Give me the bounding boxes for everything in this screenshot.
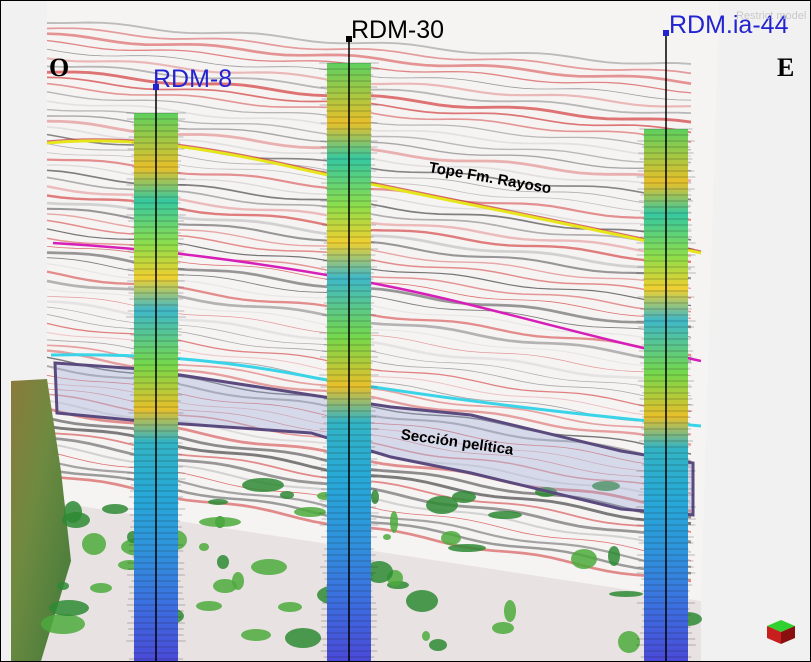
- vegetation-patch: [371, 490, 379, 504]
- east-direction-label: E: [777, 53, 795, 82]
- wellhead-marker: [346, 36, 352, 42]
- well-label-rdm-ia-44[interactable]: RDM.ia-44: [669, 11, 789, 39]
- vegetation-patch: [280, 491, 294, 499]
- vegetation-patch: [90, 583, 112, 593]
- well-label-rdm-8[interactable]: RDM-8: [153, 65, 233, 93]
- vegetation-patch: [82, 533, 106, 555]
- vegetation-patch: [49, 600, 89, 616]
- vegetation-patch: [62, 512, 90, 528]
- vegetation-patch: [426, 496, 458, 514]
- vegetation-patch: [217, 555, 229, 569]
- vegetation-patch: [199, 543, 209, 551]
- vegetation-patch: [278, 602, 302, 612]
- seismic-reflector: [46, 27, 692, 75]
- vegetation-patch: [57, 582, 69, 590]
- vegetation-patch: [242, 478, 284, 492]
- vegetation-patch: [390, 511, 398, 533]
- vegetation-patch: [592, 481, 620, 491]
- vegetation-patch: [488, 511, 522, 519]
- vegetation-patch: [102, 504, 128, 514]
- vegetation-patch: [618, 631, 640, 653]
- horizon-rayoso: [46, 139, 702, 255]
- vegetation-patch: [383, 534, 391, 540]
- vegetation-patch: [41, 614, 85, 634]
- vegetation-patch: [406, 590, 438, 612]
- well-track-rdm-8: [126, 84, 186, 661]
- vegetation-patch: [452, 491, 476, 503]
- terrain-left-block: [11, 379, 71, 661]
- orientation-cube-icon[interactable]: [763, 618, 799, 646]
- wellhead-marker: [153, 84, 159, 90]
- vegetation-patch: [422, 631, 430, 641]
- vegetation-patch: [609, 591, 643, 597]
- vegetation-patch: [608, 546, 620, 566]
- vegetation-patch: [504, 600, 516, 622]
- vegetation-patch: [285, 628, 321, 648]
- vegetation-patch: [441, 531, 461, 545]
- well-track-rdm-30: [319, 36, 379, 661]
- vegetation-patch: [241, 629, 271, 641]
- west-direction-label: O: [49, 53, 70, 82]
- well-label-rdm-30[interactable]: RDM-30: [351, 16, 445, 44]
- watermark-text: Restrict model: [736, 10, 807, 22]
- vegetation-patch: [251, 559, 287, 575]
- vegetation-patch: [492, 622, 514, 634]
- vegetation-patch: [429, 639, 447, 651]
- seismic-reflector: [46, 21, 692, 65]
- vegetation-patch: [213, 579, 237, 593]
- vegetation-patch: [196, 601, 222, 611]
- vegetation-patch: [208, 499, 228, 505]
- seismic-reflector: [46, 32, 692, 86]
- vegetation-patch: [365, 561, 393, 583]
- terrain-surface: [11, 379, 701, 661]
- well-track-rdm-ia-44: [636, 30, 696, 661]
- wellhead-marker: [663, 30, 669, 36]
- vegetation-patch: [448, 544, 486, 552]
- vegetation-patch: [571, 549, 597, 569]
- vegetation-patch: [294, 507, 326, 517]
- well-tracks: [126, 30, 696, 661]
- vegetation-patch: [199, 517, 241, 527]
